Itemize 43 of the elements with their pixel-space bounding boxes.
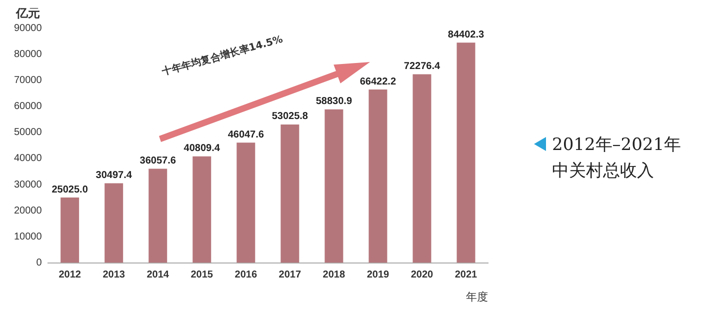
data-label: 58830.9 xyxy=(316,96,352,108)
data-label: 84402.3 xyxy=(448,29,484,40)
x-tick-label: 2020 xyxy=(410,270,434,281)
x-tick-label: 2017 xyxy=(278,270,302,281)
y-tick-label: 50000 xyxy=(14,127,42,138)
data-label: 36057.6 xyxy=(140,155,176,166)
x-tick-label: 2014 xyxy=(146,270,170,281)
data-label: 72276.4 xyxy=(404,60,440,72)
y-tick-label: 10000 xyxy=(14,231,42,242)
y-tick-label: 80000 xyxy=(14,48,42,60)
y-tick-label: 20000 xyxy=(14,205,42,216)
bar xyxy=(104,183,124,263)
bar xyxy=(60,198,80,263)
bar xyxy=(192,156,212,263)
bar xyxy=(324,109,344,263)
bar xyxy=(236,142,256,263)
x-tick-label: 2021 xyxy=(454,270,478,281)
x-tick-label: 2015 xyxy=(190,270,214,281)
data-label: 25025.0 xyxy=(52,184,88,196)
bar xyxy=(412,74,432,263)
x-tick-label: 2013 xyxy=(102,270,126,281)
data-label: 30497.4 xyxy=(96,170,132,181)
x-tick-label: 2012 xyxy=(58,270,82,281)
data-label: 46047.6 xyxy=(228,129,264,140)
bar xyxy=(148,168,168,263)
y-tick-label: 40000 xyxy=(14,153,42,164)
y-tick-label: 60000 xyxy=(14,101,42,112)
y-tick-label: 30000 xyxy=(14,179,42,190)
bar xyxy=(280,124,300,263)
x-tick-label: 2016 xyxy=(234,270,258,281)
data-label: 40809.4 xyxy=(184,143,220,154)
y-tick-label: 0 xyxy=(36,258,42,269)
text: 2012年–2021年中关村总收入 xyxy=(552,134,682,183)
bar xyxy=(456,42,476,263)
data-label: 66422.2 xyxy=(360,76,396,88)
data-label: 53025.8 xyxy=(272,111,308,122)
x-tick-label: 2018 xyxy=(322,270,346,281)
y-tick-label: 70000 xyxy=(14,74,42,86)
x-axis-title: 年度 xyxy=(466,290,488,304)
annotation: 十年年均复合增长率14.5% xyxy=(160,33,284,78)
y-tick-label: 90000 xyxy=(14,22,42,34)
bar xyxy=(368,90,388,263)
x-tick-label: 2019 xyxy=(366,270,390,281)
